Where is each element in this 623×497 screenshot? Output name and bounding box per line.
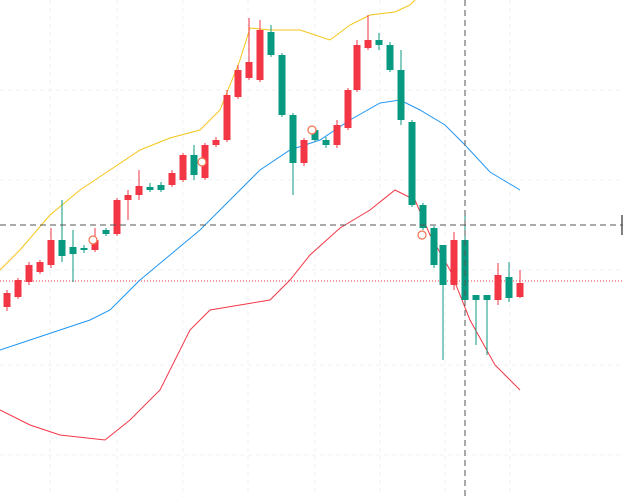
signal-marker [417,230,427,240]
candle-body [146,187,154,190]
candle-body [267,32,275,55]
candle-body [113,200,121,234]
candle-body [102,230,110,234]
candle-body [256,30,264,80]
candle-body [179,155,187,180]
candle-body [234,70,242,97]
candle-body [124,195,132,200]
candle-body [25,265,33,282]
candle-body [69,247,77,254]
candle-body [450,240,458,285]
band-line [0,0,416,271]
candle-body [58,240,66,256]
candle-body [375,40,383,45]
candle-body [135,186,143,195]
candle-body [80,248,88,250]
candle-body [333,125,341,145]
plot [0,0,524,441]
candle-body [494,275,502,300]
candle-body [91,240,99,250]
candle-body [505,277,513,298]
band-line [0,189,521,441]
candle-body [190,155,198,175]
candle-body [483,295,491,300]
signal-marker [88,235,98,245]
candle-body [300,140,308,163]
candle-body [397,70,405,120]
candle-body [408,122,416,205]
candle-body [47,240,55,265]
candle-body [311,130,319,140]
candle-body [353,45,361,90]
candle-body [419,205,427,228]
candle-body [157,185,165,190]
candle-body [386,45,394,70]
candle-body [472,295,480,300]
candle-body [245,62,253,78]
candle-body [439,245,447,285]
candle-body [278,55,286,115]
candle-body [516,283,524,297]
candle-body [14,280,22,297]
band-line [0,99,521,351]
candle-body [364,40,372,48]
signal-marker [307,125,317,135]
signal-marker [197,157,207,167]
candle-body [344,90,352,128]
candle-body [36,262,44,272]
candle-body [289,115,297,163]
candle-body [212,140,220,145]
candle-body [168,173,176,185]
candle-body [430,228,438,265]
candle-body [322,140,330,145]
candle-body [3,293,11,307]
candle-body [223,95,231,140]
